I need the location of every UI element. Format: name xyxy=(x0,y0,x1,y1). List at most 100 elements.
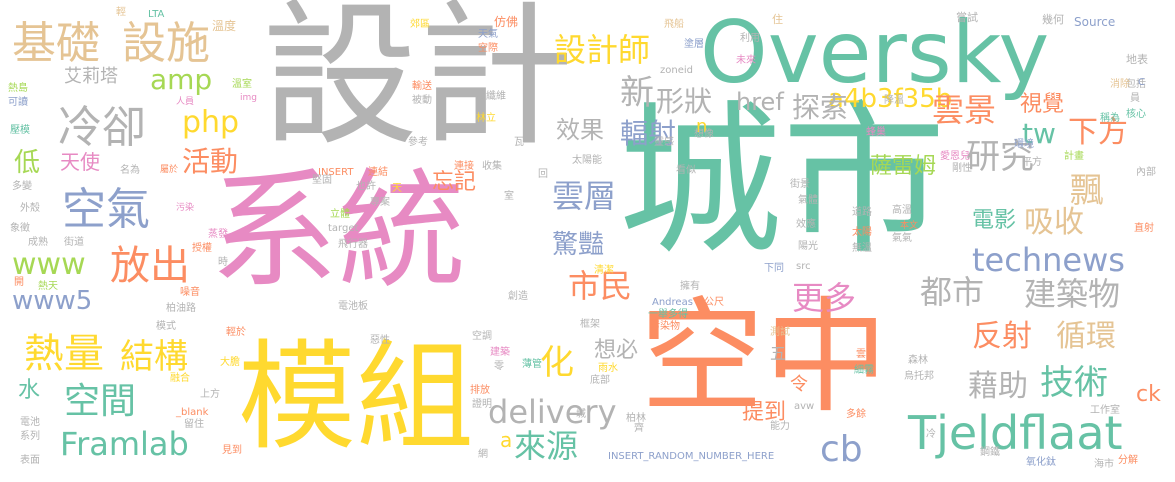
word: 城 xyxy=(576,409,586,420)
word: 設計 xyxy=(262,0,574,167)
word: 飄 xyxy=(1070,171,1104,211)
word: 柏油路 xyxy=(166,303,196,314)
word: LTA xyxy=(148,9,165,20)
word: 融合 xyxy=(170,373,190,384)
word: 污染 xyxy=(176,203,195,213)
word: 溫室 xyxy=(232,79,252,90)
word: 空間 xyxy=(64,381,137,422)
word: 系統 xyxy=(210,157,467,306)
word: 分解 xyxy=(1118,455,1138,466)
word: 柏林 xyxy=(626,413,646,424)
word: 仿佛 xyxy=(494,15,519,29)
word: 看似 xyxy=(676,165,696,176)
word: 證明 xyxy=(472,399,492,410)
word: 薩雷姆 xyxy=(870,154,937,179)
word: 冷 xyxy=(926,429,936,440)
word: 天氣 xyxy=(478,29,498,40)
word: 清潔 xyxy=(594,265,614,276)
word: 提到 xyxy=(742,400,787,425)
word: 零 xyxy=(494,361,504,372)
word: 收集 xyxy=(482,161,502,172)
word: 連結 xyxy=(368,167,388,178)
word: 包括 xyxy=(1126,79,1146,90)
word: 壓模 xyxy=(10,125,30,136)
word: 下同 xyxy=(764,263,784,274)
word: 飛船 xyxy=(664,19,684,30)
word: 結構 xyxy=(120,337,188,377)
word: 氣體 xyxy=(798,195,818,206)
word: 工作室 xyxy=(1090,405,1120,416)
word: 熱量 xyxy=(24,331,104,377)
word: 高溫 xyxy=(892,205,912,216)
word: 效應 xyxy=(796,219,816,230)
word: 街景 xyxy=(790,179,810,190)
word: 剛性 xyxy=(952,163,972,174)
word: 利用 xyxy=(740,33,760,44)
word: 內部 xyxy=(1136,167,1156,178)
word: 空中 xyxy=(640,286,889,430)
word: src xyxy=(796,261,811,272)
word: 住 xyxy=(772,13,783,26)
word: 技術 xyxy=(1040,363,1108,403)
word: 驚豔 xyxy=(552,230,605,260)
word: 名為 xyxy=(120,165,140,176)
word: 氧化鈦 xyxy=(1026,457,1056,468)
word: 熱島 xyxy=(8,83,28,94)
word: 地表 xyxy=(1126,53,1148,66)
word: 輸送 xyxy=(412,81,432,92)
word: 擁有 xyxy=(680,281,700,292)
word: 活動 xyxy=(182,145,239,178)
word: 薄管 xyxy=(522,359,542,370)
word: 來源 xyxy=(514,427,579,465)
word: 下方 xyxy=(1068,115,1128,150)
word: 空氣 xyxy=(62,184,150,235)
word: 框架 xyxy=(580,319,600,330)
word: 環境 xyxy=(1014,139,1034,150)
word: 溫度 xyxy=(212,19,237,33)
word: delivery xyxy=(488,393,617,431)
word: 建築 xyxy=(490,347,510,358)
word: 參考 xyxy=(408,137,428,148)
word: 多變 xyxy=(12,181,32,192)
word: 時 xyxy=(218,257,228,268)
word: 太陽能 xyxy=(572,155,602,166)
word: 輕於 xyxy=(226,327,246,338)
word: 未來 xyxy=(736,55,756,66)
word: 新 xyxy=(620,73,654,113)
word: 嘗試 xyxy=(956,11,978,24)
word: Source xyxy=(1074,15,1116,29)
word: href xyxy=(736,88,784,116)
word: 輕 xyxy=(116,7,126,18)
word: 天 xyxy=(392,183,402,194)
word: 稱為 xyxy=(1100,113,1120,124)
word: 城市 xyxy=(618,86,947,277)
word: 艾莉塔 xyxy=(64,66,118,87)
word: n xyxy=(696,116,708,137)
word: img xyxy=(240,93,257,103)
word: 公尺 xyxy=(704,297,724,308)
word: 排放 xyxy=(470,385,490,396)
word: 象徵 xyxy=(10,223,30,234)
word: 細霧 xyxy=(854,365,874,376)
word: 直射 xyxy=(1134,223,1154,234)
word: www5 xyxy=(12,286,93,316)
word: 愛恩兒 xyxy=(940,151,970,162)
word: 低 xyxy=(14,148,41,178)
word: 人員 xyxy=(176,97,195,107)
word: 可讀 xyxy=(8,97,28,108)
word: 輻射 xyxy=(620,117,677,150)
word: 基礎 xyxy=(12,18,100,69)
word: technews xyxy=(972,241,1125,279)
word: 外殼 xyxy=(20,203,40,214)
word: 無溫 xyxy=(852,243,872,254)
word: a xyxy=(500,428,513,452)
word: 大膽 xyxy=(220,357,240,368)
word: 冷卻 xyxy=(58,102,146,153)
word: 水 xyxy=(18,378,41,403)
word: INSERT_RANDOM_NUMBER_HERE xyxy=(608,451,775,462)
word: 效果 xyxy=(556,116,604,144)
word: 陽光 xyxy=(798,241,818,252)
word: 專案 xyxy=(370,197,390,208)
word: 測試 xyxy=(770,327,790,338)
